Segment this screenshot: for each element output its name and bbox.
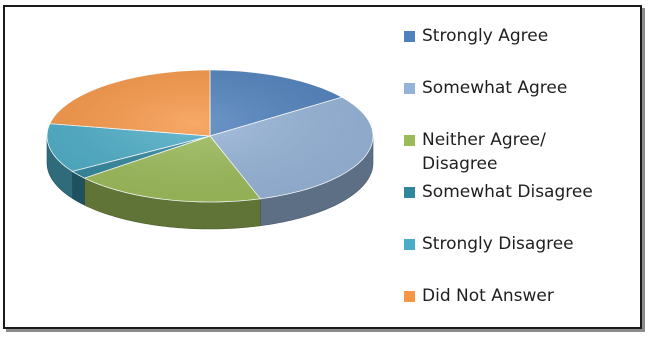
legend-item-strongly-disagree: Strongly Disagree	[404, 232, 574, 256]
legend-swatch	[404, 291, 415, 302]
legend-label-line: Strongly Disagree	[422, 234, 574, 254]
legend-label: Strongly Agree	[422, 24, 548, 48]
legend-label-line: Somewhat Agree	[422, 78, 568, 98]
legend-label-line: Did Not Answer	[422, 286, 554, 306]
legend-swatch	[404, 239, 415, 250]
legend-label: Strongly Disagree	[422, 232, 574, 256]
legend-swatch	[404, 187, 415, 198]
legend-item-somewhat-disagree: Somewhat Disagree	[404, 180, 593, 204]
legend-label: Somewhat Disagree	[422, 180, 593, 204]
pie-tops	[46, 69, 374, 203]
legend-item-neither-agree-disagree: Neither Agree/Disagree	[404, 128, 546, 176]
legend-item-strongly-agree: Strongly Agree	[404, 24, 548, 48]
legend-label-line: Disagree	[422, 154, 498, 174]
legend-swatch	[404, 83, 415, 94]
legend-swatch	[404, 31, 415, 42]
legend-label-line: Neither Agree/	[422, 130, 546, 150]
legend-label: Neither Agree/Disagree	[422, 128, 546, 176]
legend-label: Somewhat Agree	[422, 76, 567, 100]
legend-item-somewhat-agree: Somewhat Agree	[404, 76, 567, 100]
legend-label-line: Somewhat Disagree	[422, 182, 593, 202]
legend-swatch	[404, 135, 415, 146]
legend-item-did-not-answer: Did Not Answer	[404, 284, 554, 308]
legend-label-line: Strongly Agree	[422, 26, 549, 46]
legend-label: Did Not Answer	[422, 284, 554, 308]
